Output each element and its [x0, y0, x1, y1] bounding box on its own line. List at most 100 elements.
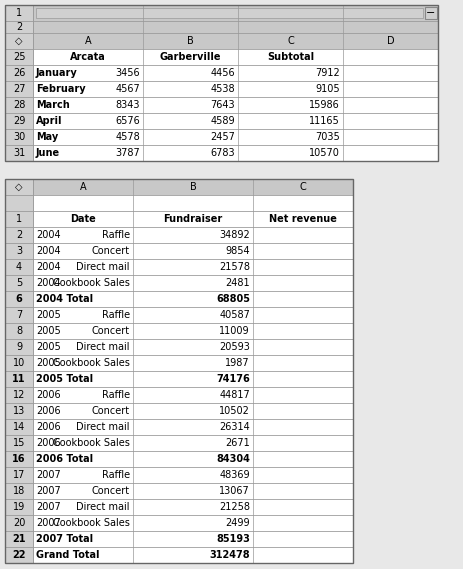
Bar — [5, 5, 33, 21]
Text: A: A — [85, 36, 91, 46]
Text: 2007: 2007 — [36, 470, 61, 480]
Text: 16: 16 — [12, 454, 26, 464]
Text: Concert: Concert — [92, 486, 130, 496]
Bar — [5, 547, 353, 563]
Text: 2005: 2005 — [36, 310, 61, 320]
Text: 2004: 2004 — [36, 246, 61, 256]
Bar — [5, 21, 33, 33]
Text: Concert: Concert — [92, 326, 130, 336]
Text: 10570: 10570 — [309, 148, 340, 158]
Bar — [5, 515, 353, 531]
Text: 74176: 74176 — [216, 374, 250, 384]
Text: Date: Date — [70, 214, 96, 224]
Bar — [5, 5, 438, 21]
Text: Grand Total: Grand Total — [36, 550, 100, 560]
Text: 20593: 20593 — [219, 342, 250, 352]
Text: 9854: 9854 — [225, 246, 250, 256]
Text: 2007 Total: 2007 Total — [36, 534, 93, 544]
Bar — [5, 145, 438, 161]
Bar — [5, 97, 438, 113]
Text: 22: 22 — [12, 550, 26, 560]
Text: −: − — [426, 8, 436, 18]
Text: May: May — [36, 132, 58, 142]
Text: 4567: 4567 — [115, 84, 140, 94]
Bar — [5, 467, 353, 483]
Bar — [5, 547, 33, 563]
Text: 8343: 8343 — [115, 100, 140, 110]
Text: 4538: 4538 — [210, 84, 235, 94]
Text: 9: 9 — [16, 342, 22, 352]
Bar — [5, 435, 33, 451]
Bar — [5, 129, 438, 145]
Bar — [425, 7, 437, 19]
Text: Raffle: Raffle — [102, 310, 130, 320]
Bar — [5, 355, 353, 371]
Text: B: B — [190, 182, 196, 192]
Text: 11: 11 — [12, 374, 26, 384]
Text: Cookbook Sales: Cookbook Sales — [53, 278, 130, 288]
Bar — [5, 419, 353, 435]
Bar — [5, 371, 353, 387]
Text: 10: 10 — [13, 358, 25, 368]
Text: 11009: 11009 — [219, 326, 250, 336]
Bar — [5, 387, 33, 403]
Text: 14: 14 — [13, 422, 25, 432]
Bar — [5, 259, 353, 275]
Text: Direct mail: Direct mail — [76, 502, 130, 512]
Text: 5: 5 — [16, 278, 22, 288]
Text: Concert: Concert — [92, 406, 130, 416]
Text: Fundraiser: Fundraiser — [163, 214, 223, 224]
Text: 8: 8 — [16, 326, 22, 336]
Bar — [5, 499, 33, 515]
Text: 2499: 2499 — [225, 518, 250, 528]
Text: ◇: ◇ — [15, 182, 23, 192]
Bar — [5, 195, 353, 211]
Text: Net revenue: Net revenue — [269, 214, 337, 224]
Text: 2007: 2007 — [36, 518, 61, 528]
Bar — [5, 275, 353, 291]
Text: Raffle: Raffle — [102, 390, 130, 400]
Text: 2007: 2007 — [36, 486, 61, 496]
Text: June: June — [36, 148, 60, 158]
Bar — [5, 81, 438, 97]
Bar — [5, 113, 33, 129]
Text: 68805: 68805 — [216, 294, 250, 304]
Text: Cookbook Sales: Cookbook Sales — [53, 438, 130, 448]
Text: 15986: 15986 — [309, 100, 340, 110]
Bar — [36, 8, 423, 18]
Text: 2006: 2006 — [36, 406, 61, 416]
Bar — [5, 211, 353, 227]
Text: 2005: 2005 — [36, 358, 61, 368]
Text: 7: 7 — [16, 310, 22, 320]
Bar — [5, 339, 33, 355]
Bar — [5, 275, 33, 291]
Text: 19: 19 — [13, 502, 25, 512]
Text: Direct mail: Direct mail — [76, 342, 130, 352]
Bar — [5, 21, 438, 33]
Bar — [5, 355, 33, 371]
Text: 2004: 2004 — [36, 230, 61, 240]
Bar — [5, 81, 33, 97]
Bar — [5, 65, 33, 81]
Bar — [5, 227, 353, 243]
Bar — [5, 307, 353, 323]
Text: 10502: 10502 — [219, 406, 250, 416]
Text: 13: 13 — [13, 406, 25, 416]
Bar — [5, 387, 353, 403]
Text: 17: 17 — [13, 470, 25, 480]
Bar — [5, 499, 353, 515]
Text: 2006: 2006 — [36, 438, 61, 448]
Text: February: February — [36, 84, 86, 94]
Bar — [5, 323, 33, 339]
Text: 31: 31 — [13, 148, 25, 158]
Bar — [5, 243, 33, 259]
Text: January: January — [36, 68, 78, 78]
Text: Direct mail: Direct mail — [76, 422, 130, 432]
Text: 34892: 34892 — [219, 230, 250, 240]
Text: 40587: 40587 — [219, 310, 250, 320]
Text: 85193: 85193 — [216, 534, 250, 544]
Text: 48369: 48369 — [219, 470, 250, 480]
Text: Concert: Concert — [92, 246, 130, 256]
Text: 3787: 3787 — [115, 148, 140, 158]
Bar — [5, 451, 33, 467]
